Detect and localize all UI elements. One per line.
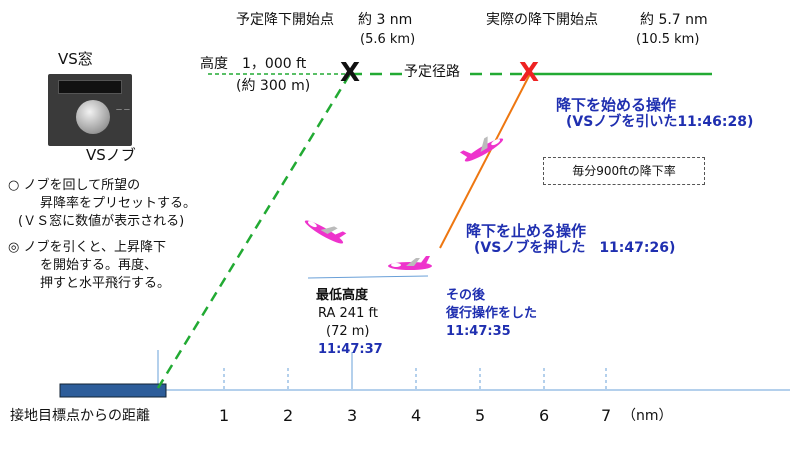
vs-knob-label: VSノブ [86, 146, 136, 164]
actual-start-km: (10.5 km) [636, 32, 700, 47]
axis-tick-5: 5 [475, 406, 486, 425]
aircraft-icon-climbing [304, 220, 347, 244]
vs-knob-markings: — — [116, 106, 130, 113]
distance-axis-label: 接地目標点からの距離 [10, 408, 150, 424]
min-altitude-time: 11:47:37 [318, 342, 383, 357]
axis-tick-2: 2 [283, 406, 294, 425]
planned-start-distance: 約 3 nm [358, 12, 413, 28]
planned-path-label: 予定径路 [402, 64, 462, 81]
recovery-time: 11:47:35 [446, 324, 511, 339]
begin-descent-label: 降下を始める操作 [556, 96, 677, 114]
min-altitude-title: 最低高度 [316, 288, 369, 303]
altitude-meters: (約 300 m) [236, 78, 311, 94]
aircraft-icon-level [388, 256, 432, 270]
stop-descent-label: 降下を止める操作 [466, 222, 587, 240]
runway [59, 383, 167, 398]
descent-rate-box: 毎分900ftの降下率 [543, 157, 705, 185]
planned-start-km: (5.6 km) [360, 32, 416, 47]
axis-tick-1: 1 [219, 406, 230, 425]
axis-tick-3: 3 [347, 406, 358, 425]
min-altitude-m: (72 m) [326, 324, 370, 339]
planned-start-mark: X [340, 58, 361, 88]
vs-knob-photo: — — [48, 74, 132, 146]
recovery-label: 復行操作をした [446, 306, 538, 321]
axis-tick-6: 6 [539, 406, 550, 425]
actual-start-distance: 約 5.7 nm [640, 12, 708, 28]
stop-descent-time: (VSノブを押した 11:47:26) [474, 240, 676, 256]
note-2-line-1: ◎ ノブを引くと、上昇降下 [8, 240, 166, 255]
note-1-line-3: (ＶＳ窓に数値が表示される) [18, 214, 185, 229]
vs-window-label: VS窓 [58, 50, 93, 68]
planned-start-title: 予定降下開始点 [236, 12, 334, 28]
note-1-line-1: ○ ノブを回して所望の [8, 178, 141, 193]
vs-window-display [58, 80, 122, 94]
actual-start-title: 実際の降下開始点 [486, 12, 598, 28]
vs-knob-icon [76, 100, 110, 134]
then-label: その後 [446, 288, 486, 303]
altitude-label: 高度 1，000 ft [200, 56, 307, 72]
note-2-line-3: 押すと水平飛行する。 [40, 276, 171, 291]
actual-descent-path [439, 73, 531, 249]
axis-tick-marks [223, 368, 607, 390]
axis-tick-4: 4 [411, 406, 422, 425]
actual-start-mark: X [519, 58, 540, 88]
planned-descent-path [156, 73, 352, 389]
note-2-line-2: を開始する。再度、 [40, 258, 158, 273]
min-altitude-ft: RA 241 ft [318, 306, 378, 321]
min-altitude-line [307, 275, 429, 279]
begin-descent-time: (VSノブを引いた11:46:28) [566, 114, 754, 130]
axis-unit: （nm） [622, 408, 673, 424]
note-1-line-2: 昇降率をプリセットする。 [40, 196, 197, 211]
axis-tick-7: 7 [601, 406, 612, 425]
aircraft-icon-descending [459, 136, 504, 162]
